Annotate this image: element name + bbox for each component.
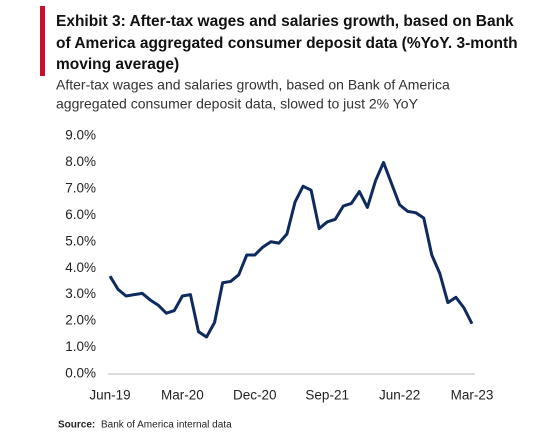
y-tick-label: 7.0%	[65, 180, 96, 195]
x-tick-label: Mar-20	[161, 388, 204, 403]
y-tick-label: 0.0%	[65, 366, 96, 381]
y-tick-label: 5.0%	[65, 233, 96, 248]
y-tick-label: 3.0%	[65, 286, 96, 301]
y-tick-label: 9.0%	[65, 128, 96, 143]
x-tick-label: Sep-21	[305, 388, 349, 403]
source-text: Bank of America internal data	[101, 420, 232, 431]
x-tick-label: Dec-20	[233, 388, 277, 403]
chart-title: Exhibit 3: After-tax wages and salaries …	[56, 13, 514, 30]
accent-bar	[40, 6, 45, 76]
line	[108, 160, 474, 339]
x-tick-label: Jun-22	[379, 388, 420, 403]
y-tick-label: 8.0%	[65, 154, 96, 169]
y-tick-label: 6.0%	[65, 207, 96, 222]
x-tick-label: Jun-19	[89, 388, 130, 403]
y-tick-label: 1.0%	[65, 339, 96, 354]
y-tick-label: 2.0%	[65, 313, 96, 328]
subtitle: aggregated consumer deposit data, slowed…	[56, 96, 419, 112]
chart-title: moving average)	[56, 56, 179, 73]
y-tick-label: 4.0%	[65, 260, 96, 275]
chart-title: of America aggregated consumer deposit d…	[56, 35, 518, 52]
x-tick-label: Mar-23	[451, 388, 494, 403]
subtitle: After-tax wages and salaries growth, bas…	[56, 77, 450, 93]
source-label: Source:	[58, 420, 95, 431]
